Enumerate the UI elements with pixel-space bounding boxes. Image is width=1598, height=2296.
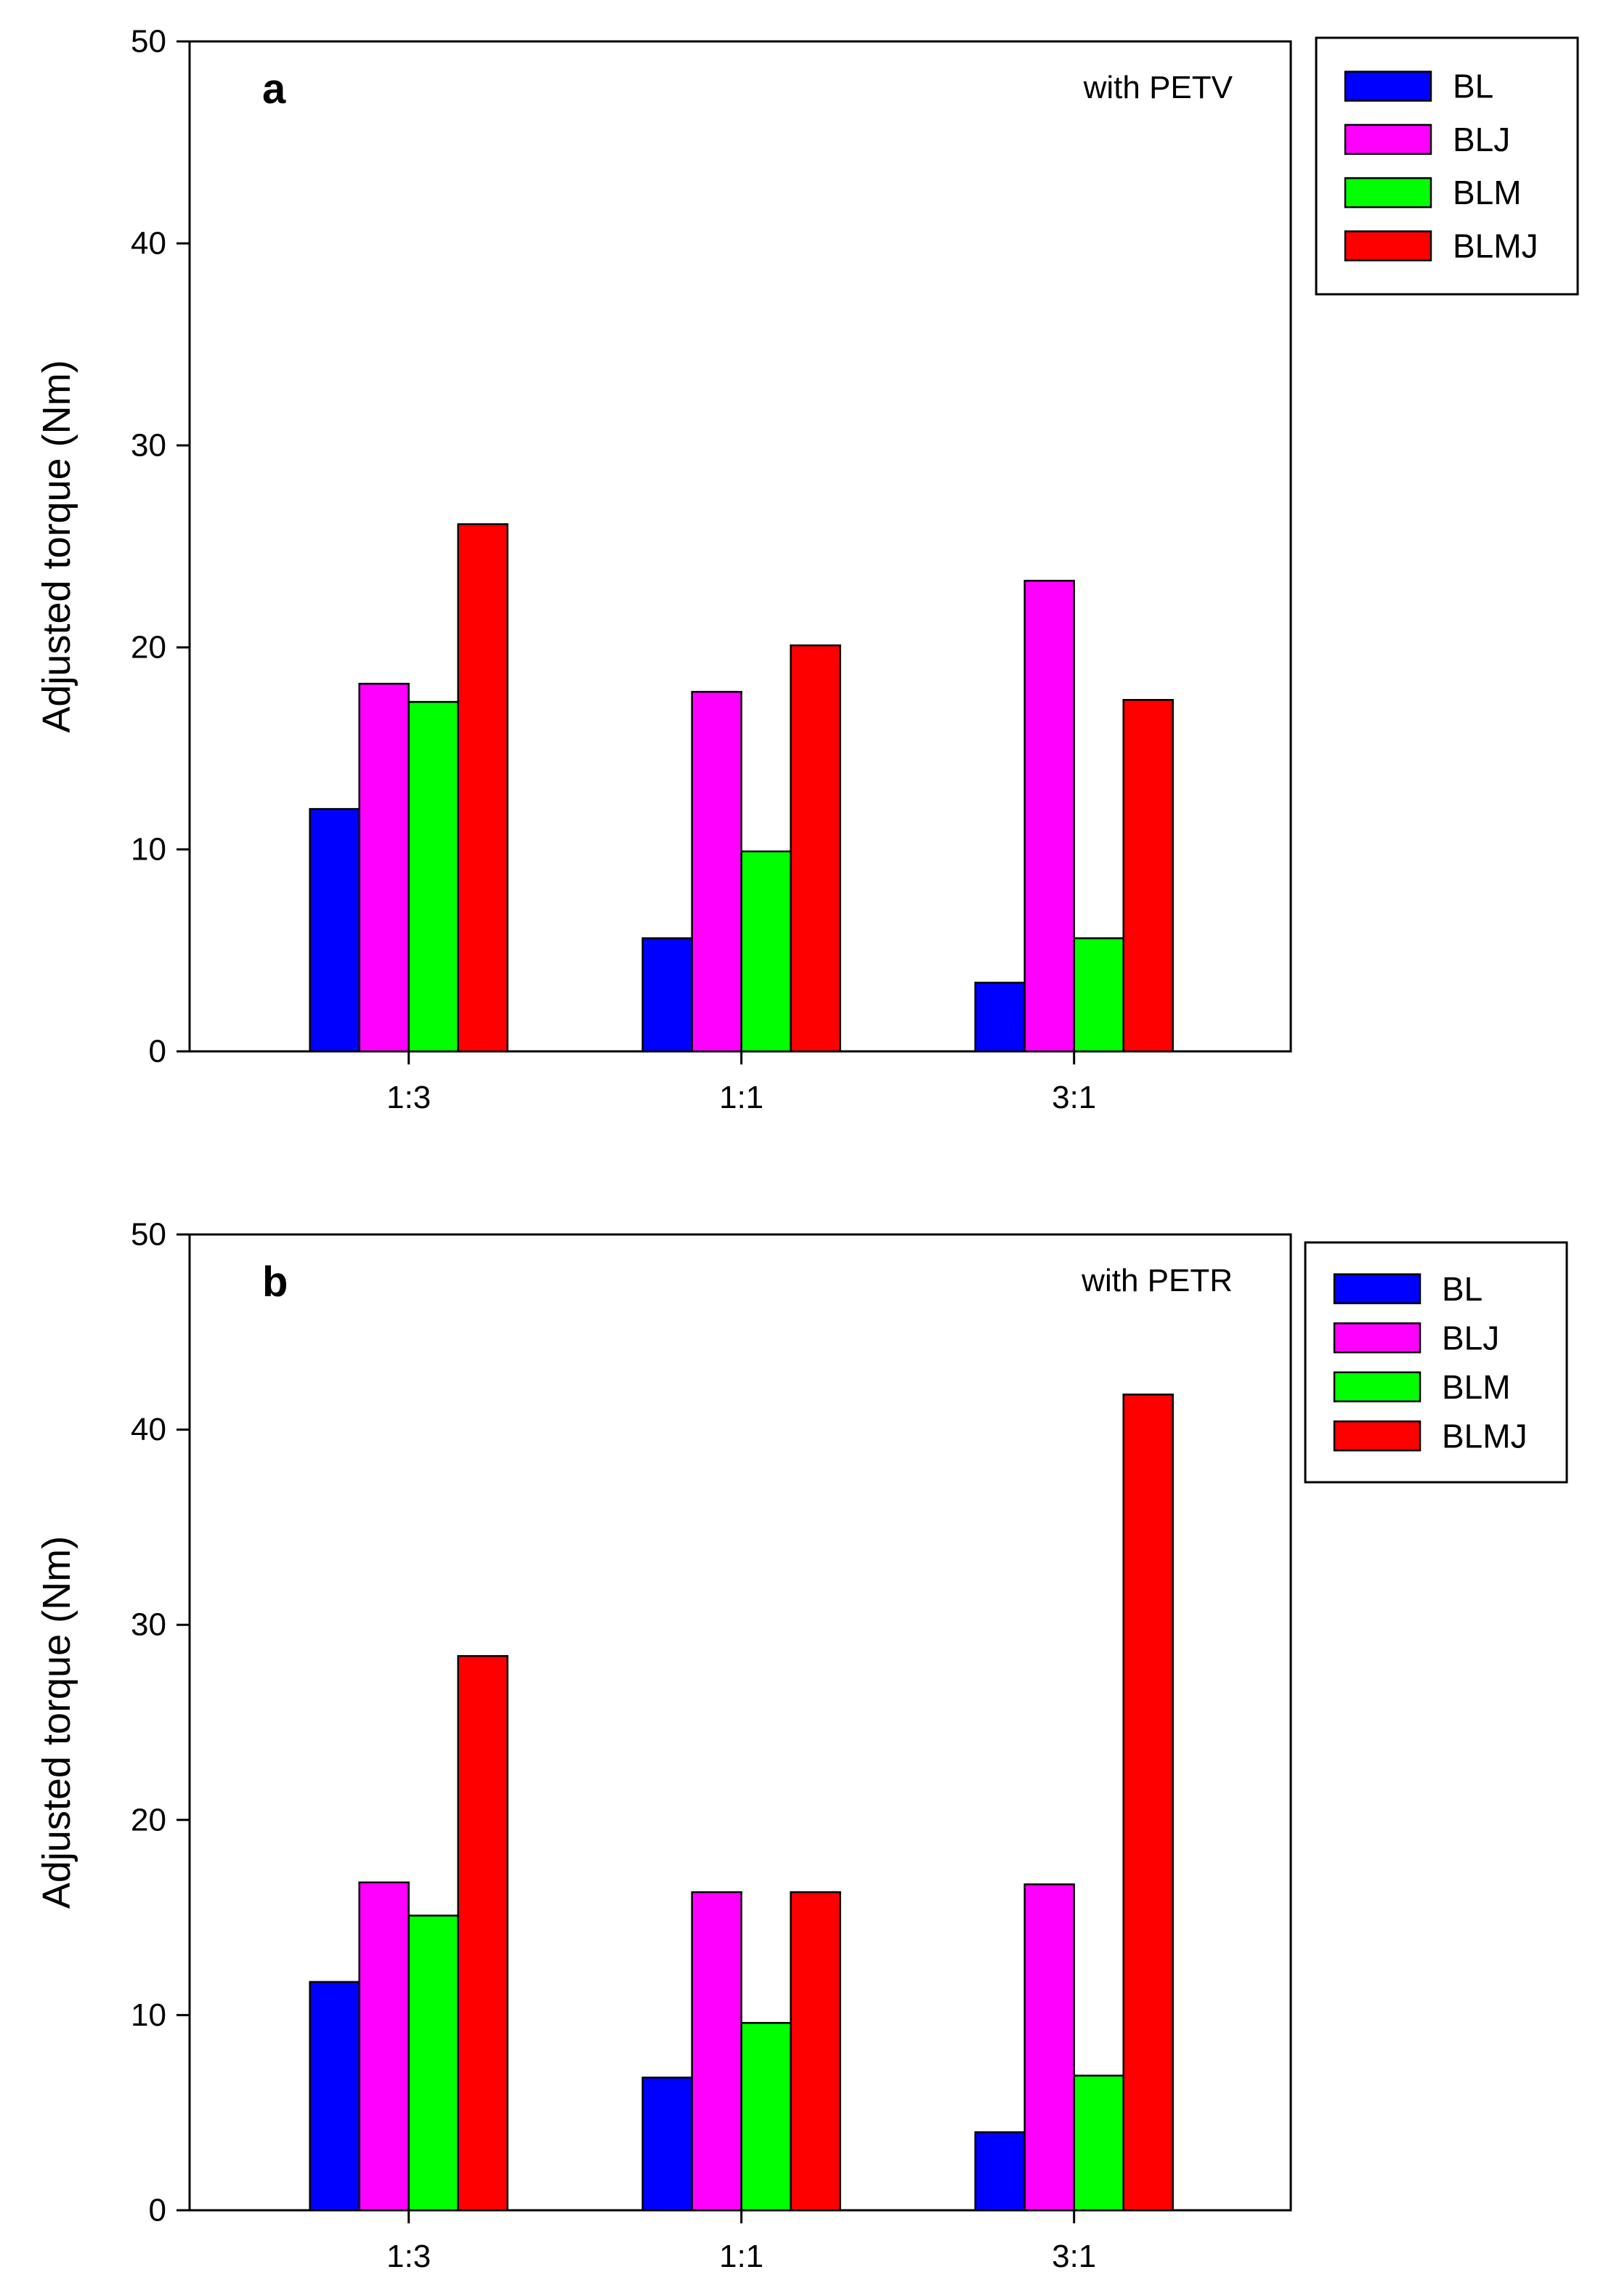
x-tick-label: 3:1 [1052, 1080, 1096, 1115]
x-tick-label: 3:1 [1052, 2239, 1096, 2274]
y-axis-label: Adjusted torque (Nm) [35, 360, 78, 732]
legend-label-blmj: BLMJ [1442, 1417, 1528, 1455]
panel-letter: a [262, 65, 286, 113]
y-tick-label: 0 [149, 2193, 166, 2228]
y-axis-label: Adjusted torque (Nm) [35, 1536, 78, 1909]
y-tick-label: 40 [131, 226, 166, 262]
bar-blm-1-3 [407, 1915, 459, 2212]
chart-panel-b: 0 10 20 30 40 50 Adjusted torque (Nm) 1:3 1:1 3:1… [35, 1217, 1568, 2274]
y-tick-label: 50 [131, 1217, 166, 1253]
y-tick-label: 30 [131, 428, 166, 464]
y-tick-label: 0 [149, 1034, 166, 1070]
legend-label-blmj: BLMJ [1453, 227, 1538, 264]
legend-label-bl: BL [1442, 1270, 1483, 1308]
legend: BL BLJ BLM BLMJ [1315, 36, 1579, 296]
bar-bl-1-1 [641, 2077, 693, 2212]
bar-blmj-1-3 [457, 523, 508, 1053]
legend-swatch-bl [1344, 70, 1432, 102]
x-tick-label: 1:1 [719, 2239, 763, 2274]
bar-blj-1-1 [691, 690, 742, 1053]
legend-label-blj: BLJ [1453, 121, 1510, 158]
bar-blj-3-1 [1023, 580, 1075, 1053]
bar-bl-1-3 [309, 808, 360, 1053]
bar-blm-1-1 [740, 2021, 792, 2212]
bar-blj-1-3 [358, 1881, 410, 2212]
chart-panel-a: 0 10 20 30 40 50 Adjusted torque (Nm) 1:3 1:1 3:1… [35, 24, 1579, 1115]
bar-blj-3-1 [1023, 1883, 1075, 2212]
y-tick-label: 20 [131, 630, 166, 666]
panels: 0 10 20 30 40 50 Adjusted torque (Nm) 1:3 1:1 3:1… [35, 24, 1579, 2274]
bar-blm-1-3 [407, 700, 459, 1053]
bar-blj-1-3 [358, 682, 410, 1053]
bar-blmj-1-1 [790, 644, 841, 1053]
panel-annotation: with PETR [1081, 1263, 1233, 1298]
y-tick-label: 50 [131, 24, 166, 60]
bar-blmj-1-1 [790, 1891, 841, 2212]
y-tick-label: 30 [131, 1607, 166, 1643]
x-tick-label: 1:3 [386, 2239, 431, 2274]
bar-bl-3-1 [974, 2131, 1026, 2212]
bar-blm-1-1 [740, 850, 792, 1053]
legend-swatch-bl [1333, 1273, 1421, 1304]
legend-label-blj: BLJ [1442, 1319, 1499, 1357]
y-tick-label: 10 [131, 832, 166, 868]
bar-blm-3-1 [1073, 937, 1124, 1053]
legend-swatch-blmj [1333, 1420, 1421, 1452]
legend-swatch-blm [1333, 1371, 1421, 1402]
bar-blmj-3-1 [1122, 1394, 1174, 2212]
y-tick-label: 40 [131, 1412, 166, 1447]
legend: BL BLJ BLM BLMJ [1304, 1241, 1568, 1484]
bar-bl-1-3 [309, 1981, 360, 2212]
x-tick-label: 1:1 [719, 1080, 763, 1115]
bar-bl-3-1 [974, 982, 1026, 1053]
bar-bl-1-1 [641, 937, 693, 1053]
legend-swatch-blm [1344, 177, 1432, 209]
legend-label-blm: BLM [1453, 174, 1522, 211]
legend-label-blm: BLM [1442, 1368, 1511, 1406]
bar-blj-1-1 [691, 1891, 742, 2212]
x-tick-label: 1:3 [386, 1080, 431, 1115]
legend-label-bl: BL [1453, 68, 1493, 105]
panel-letter: b [262, 1258, 288, 1306]
legend-swatch-blj [1333, 1322, 1421, 1354]
bar-blmj-3-1 [1122, 699, 1174, 1053]
y-tick-label: 10 [131, 1997, 166, 2033]
y-tick-label: 20 [131, 1802, 166, 1838]
panel-annotation: with PETV [1083, 70, 1233, 105]
bar-blmj-1-3 [457, 1654, 508, 2212]
legend-swatch-blj [1344, 124, 1432, 155]
legend-swatch-blmj [1344, 230, 1432, 262]
bar-blm-3-1 [1073, 2074, 1124, 2212]
